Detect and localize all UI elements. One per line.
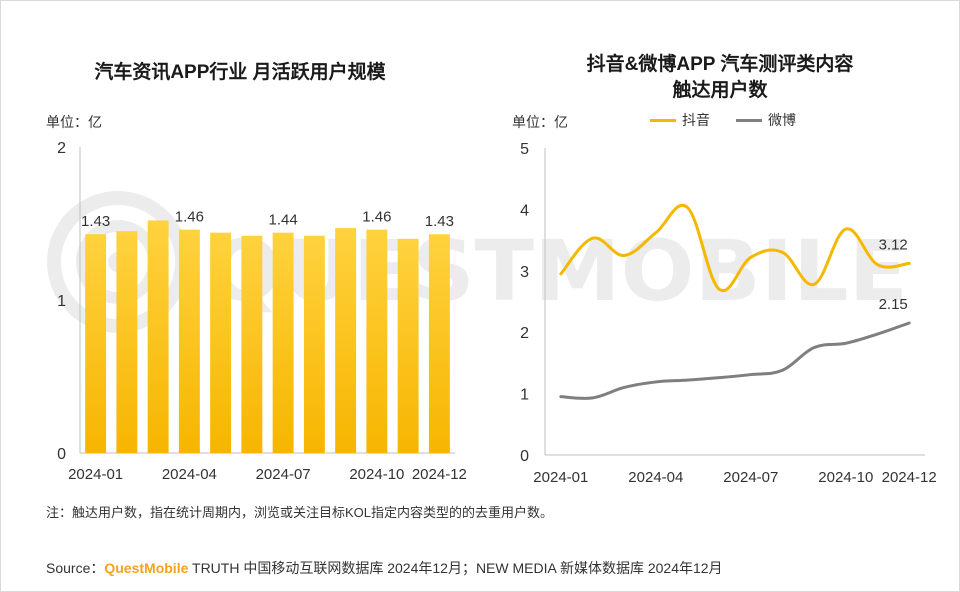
left-chart-title: 汽车资讯APP行业 月活跃用户规模 (94, 62, 386, 83)
bar-2024-06 (241, 235, 263, 453)
left-y-tick-label: 1 (57, 293, 66, 310)
bar-2024-04 (178, 229, 200, 453)
bar-data-label: 1.46 (362, 209, 391, 226)
right-x-tick-label: 2024-12 (882, 469, 937, 486)
bar-2024-01 (85, 234, 107, 453)
bar-2024-10 (366, 229, 388, 453)
right-chart-unit: 单位：亿 (512, 114, 568, 130)
right-y-tick-label: 3 (520, 264, 529, 281)
bar-data-label: 1.43 (81, 213, 110, 230)
source-line: Source：QuestMobile TRUTH 中国移动互联网数据库 2024… (46, 558, 723, 578)
bar-2024-08 (303, 235, 325, 453)
left-x-tick-label: 2024-12 (412, 466, 467, 483)
source-rest: TRUTH 中国移动互联网数据库 2024年12月；NEW MEDIA 新媒体数… (188, 560, 723, 576)
right-x-tick-label: 2024-01 (533, 469, 588, 486)
right-y-tick-label: 5 (520, 141, 529, 158)
right-y-tick-label: 1 (520, 387, 529, 404)
right-x-tick-label: 2024-07 (723, 469, 778, 486)
left-x-tick-label: 2024-10 (349, 466, 404, 483)
legend-item-douyin: 抖音 (650, 110, 710, 130)
bar-data-label: 1.44 (269, 212, 298, 229)
right-y-tick-label: 2 (520, 325, 529, 342)
left-y-tick-label: 0 (57, 446, 66, 463)
bar-2024-11 (397, 238, 419, 453)
right-x-tick-label: 2024-10 (818, 469, 873, 486)
end-label-douyin: 3.12 (879, 236, 908, 253)
bar-data-label: 1.46 (175, 209, 204, 226)
bar-data-label: 1.43 (425, 213, 454, 230)
legend-swatch-weibo (736, 118, 762, 122)
source-brand: QuestMobile (104, 560, 189, 576)
bar-2024-03 (147, 220, 169, 453)
left-x-tick-label: 2024-04 (162, 466, 217, 483)
series-line-douyin (559, 203, 911, 293)
left-x-tick-label: 2024-01 (68, 466, 123, 483)
series-line-weibo (559, 321, 911, 400)
legend-label-weibo: 微博 (768, 112, 796, 128)
footnote: 注：触达用户数，指在统计周期内，浏览或关注目标KOL指定内容类型的的去重用户数。 (46, 505, 554, 520)
source-prefix: Source： (46, 560, 105, 576)
right-y-tick-label: 0 (520, 448, 529, 465)
right-chart-title-line2: 触达用户数 (672, 80, 768, 101)
bar-2024-02 (116, 231, 138, 453)
left-chart-unit: 单位：亿 (46, 114, 102, 130)
bar-2024-12 (428, 234, 450, 453)
end-label-weibo: 2.15 (879, 296, 908, 313)
left-y-tick-label: 2 (57, 140, 66, 157)
right-chart-legend: 抖音 微博 (650, 110, 822, 130)
right-x-tick-label: 2024-04 (628, 469, 683, 486)
right-chart-title-line1: 抖音&微博APP 汽车测评类内容 (586, 54, 854, 75)
right-y-tick-label: 4 (520, 202, 529, 219)
bar-2024-05 (210, 232, 232, 453)
legend-label-douyin: 抖音 (682, 112, 710, 128)
left-x-tick-label: 2024-07 (256, 466, 311, 483)
right-chart-title: 抖音&微博APP 汽车测评类内容 触达用户数 (520, 52, 920, 104)
bar-2024-07 (272, 232, 294, 453)
bar-2024-09 (335, 228, 357, 453)
legend-item-weibo: 微博 (736, 110, 796, 130)
legend-swatch-douyin (650, 118, 676, 122)
